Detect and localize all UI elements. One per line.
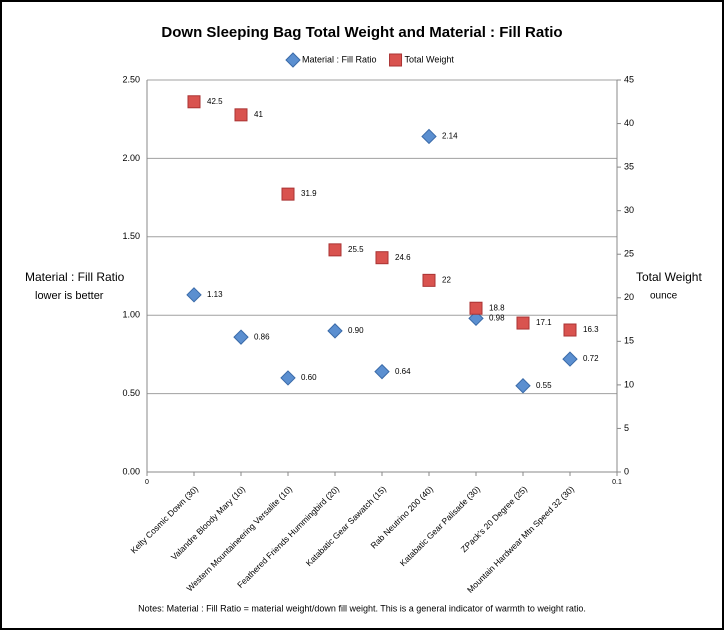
data-label: 1.13 (207, 290, 223, 299)
data-label: 41 (254, 110, 263, 119)
data-point (187, 95, 201, 109)
y2-tick-label: 25 (624, 249, 634, 259)
legend-marker (389, 53, 403, 67)
y-tick-label: 0.50 (122, 388, 140, 398)
data-label: 0.64 (395, 367, 411, 376)
y-tick-label: 2.50 (122, 74, 140, 84)
y-tick-label: 1.50 (122, 231, 140, 241)
data-label: 0.72 (583, 354, 599, 363)
data-label: 0.90 (348, 326, 364, 335)
data-label: 0.60 (301, 373, 317, 382)
y-tick-label: 2.00 (122, 153, 140, 163)
y2-tick-label: 20 (624, 292, 634, 302)
data-point (562, 351, 578, 367)
y2-tick-label: 30 (624, 205, 634, 215)
y2-tick-label: 10 (624, 379, 634, 389)
data-label: 0.86 (254, 332, 270, 341)
data-label: 2.14 (442, 132, 458, 141)
data-point (328, 243, 342, 257)
y2-tick-label: 0 (624, 466, 629, 476)
data-point (469, 301, 483, 315)
data-label: 0.55 (536, 381, 552, 390)
data-label: 25.5 (348, 245, 364, 254)
x-tick-label: 0.1 (612, 479, 622, 486)
y2-tick-label: 35 (624, 161, 634, 171)
data-point (374, 363, 390, 380)
y2-axis-label: Total Weight (636, 270, 702, 284)
data-label: 0.98 (489, 313, 505, 322)
data-point (327, 323, 343, 339)
y2-axis-note: ounce (650, 291, 678, 302)
data-point (186, 287, 202, 303)
data-label: 18.8 (489, 303, 505, 312)
data-point (516, 316, 530, 330)
y2-tick-label: 5 (624, 423, 629, 433)
data-point (515, 378, 531, 394)
data-point (422, 273, 436, 287)
data-label: 22 (442, 275, 451, 284)
data-label: 17.1 (536, 318, 552, 327)
chart-title: Down Sleeping Bag Total Weight and Mater… (161, 24, 562, 41)
legend-label: Material : Fill Ratio (302, 54, 377, 64)
data-point (468, 310, 484, 327)
data-point (375, 251, 389, 265)
data-label: 16.3 (583, 325, 599, 334)
data-point (233, 329, 249, 345)
y2-tick-label: 45 (624, 74, 634, 84)
data-point (234, 108, 248, 122)
y2-tick-label: 40 (624, 118, 634, 128)
data-label: 24.6 (395, 253, 411, 262)
data-label: 42.5 (207, 97, 223, 106)
data-point (563, 323, 577, 337)
y2-tick-label: 15 (624, 336, 634, 346)
data-point (280, 370, 296, 386)
y-tick-label: 1.00 (122, 310, 140, 320)
data-point (421, 128, 437, 145)
data-label: 31.9 (301, 189, 317, 198)
y-axis-label: Material : Fill Ratio (25, 270, 125, 284)
data-point (281, 187, 295, 201)
legend-label: Total Weight (405, 54, 455, 64)
y-axis-note: lower is better (35, 290, 104, 302)
x-tick-label: 0 (145, 479, 149, 486)
note: Notes: Material : Fill Ratio = material … (138, 603, 586, 613)
y-tick-label: 0.00 (122, 466, 140, 476)
legend-marker (285, 52, 301, 68)
